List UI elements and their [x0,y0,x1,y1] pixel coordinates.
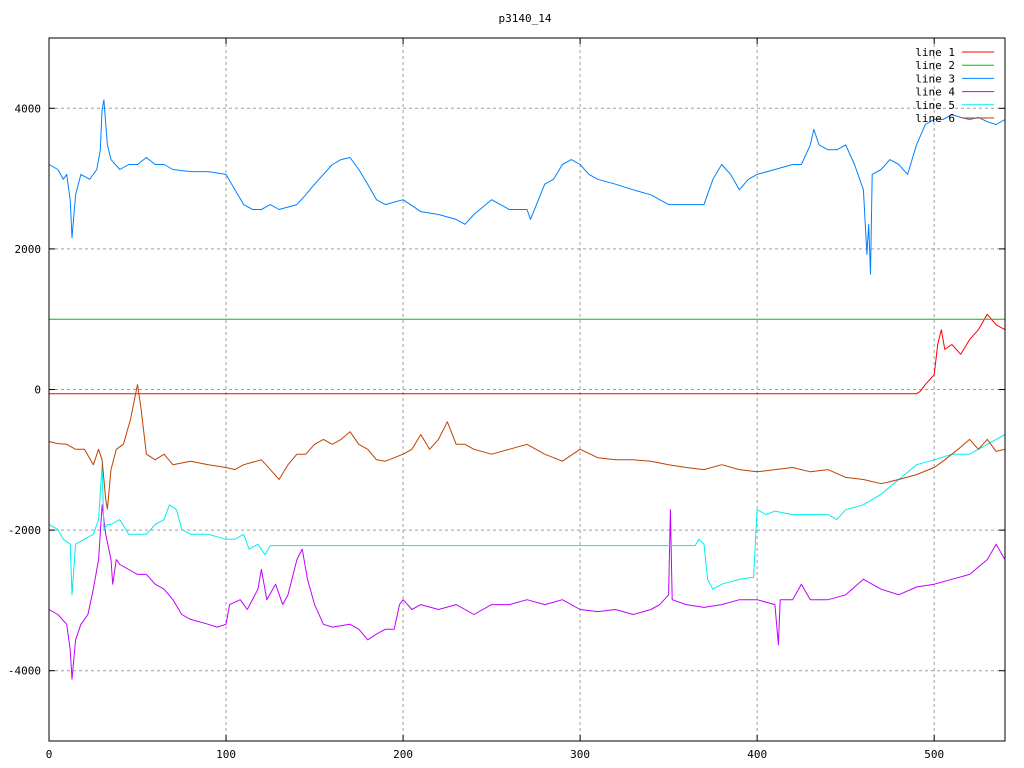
y-tick-label: 0 [34,384,41,397]
x-tick-label: 300 [570,748,590,761]
legend-label: line 6 [915,112,955,125]
legend-label: line 2 [915,59,955,72]
series-line-6 [48,384,1006,510]
x-tick-label: 200 [393,748,413,761]
series-line-5 [48,434,1006,596]
y-tick-label: 2000 [15,243,42,256]
series-group [48,99,1006,680]
series-line-4 [48,504,1006,680]
legend-label: line 5 [915,99,955,112]
y-tick-label: -2000 [8,524,41,537]
legend-label: line 3 [915,72,955,85]
legend-label: line 1 [915,46,955,59]
x-tick-label: 500 [924,748,944,761]
legend-label: line 4 [915,86,955,99]
x-tick-label: 0 [46,748,53,761]
x-tick-label: 400 [747,748,767,761]
axis-ticks: 0 100 200 300 400 500 -4000 -2000 0 2000 4000 [8,38,1005,761]
y-tick-label: -4000 [8,665,41,678]
chart-title: p3140_14 [499,12,552,25]
x-tick-label: 100 [216,748,236,761]
grid [49,38,1005,741]
series-line-1 [49,313,1006,395]
y-tick-label: 4000 [15,102,42,115]
series-line-3 [48,99,1006,275]
